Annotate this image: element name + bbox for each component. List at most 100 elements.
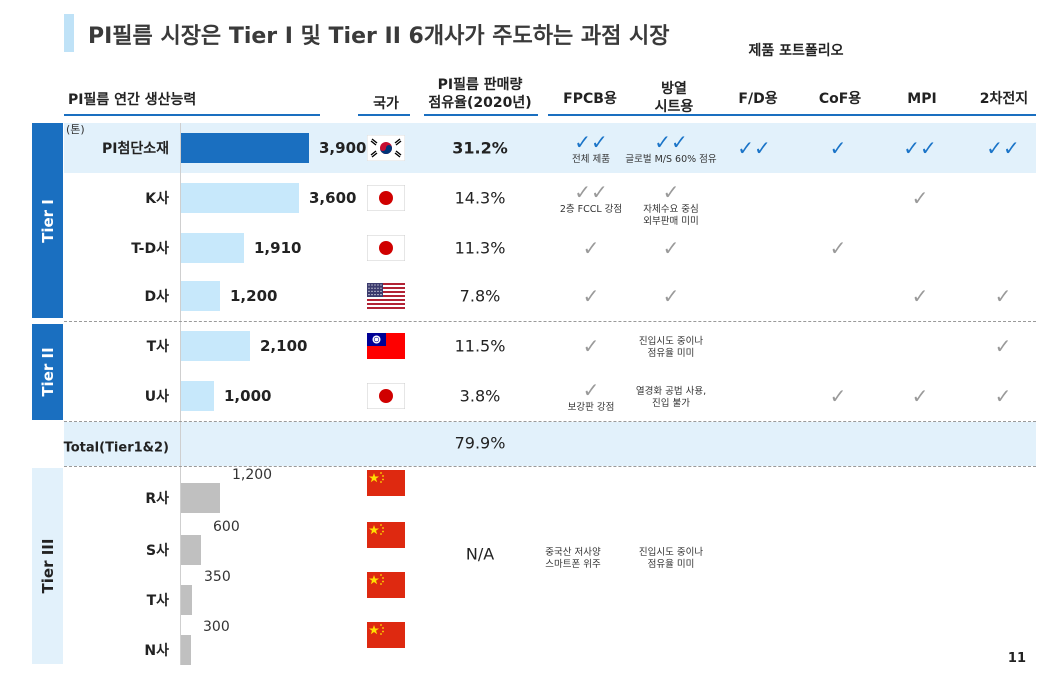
capacity-bar	[181, 331, 250, 361]
company-name: T사	[146, 593, 169, 609]
capacity-value: 2,100	[260, 337, 308, 355]
total-share: 79.9%	[454, 433, 506, 453]
country-flag-usa	[367, 283, 405, 309]
unit-label: (톤)	[66, 123, 85, 136]
tier1-block: Tier I	[32, 123, 63, 318]
company-name: PI첨단소재	[102, 141, 169, 157]
header-share-line2: 점유율(2020년)	[428, 95, 532, 111]
header-share-underline	[424, 114, 538, 116]
check-icon-fpcb: ✓	[582, 236, 600, 260]
tier3-note-heat: 진입시도 중이나 점유율 미미	[638, 547, 704, 570]
tier3-note-fpcb: 중국산 저사양 스마트폰 위주	[545, 547, 601, 570]
capacity-bar	[181, 233, 244, 263]
check-icon-heat: ✓✓	[654, 130, 688, 154]
header-capacity-underline	[64, 114, 320, 116]
capacity-bar	[181, 635, 191, 665]
tier3-block: Tier III	[32, 468, 63, 664]
company-name: T사	[146, 339, 169, 355]
country-flag-china	[367, 572, 405, 598]
capacity-bar	[181, 535, 201, 565]
header-heat-line2: 시트용	[654, 99, 694, 115]
capacity-bar	[181, 585, 192, 615]
market-share: 31.2%	[452, 138, 508, 158]
header-country-underline	[358, 114, 410, 116]
tier3-share: N/A	[465, 544, 495, 564]
check-icon-fpcb: ✓	[582, 284, 600, 308]
page-title: PI필름 시장은 Tier I 및 Tier II 6개사가 주도하는 과점 시…	[88, 24, 670, 49]
check-icon-heat: ✓	[662, 236, 680, 260]
tier2-total-separator	[64, 421, 1036, 422]
header-cof: CoF용	[818, 91, 862, 107]
check-icon-heat: ✓	[662, 180, 680, 204]
check-icon-mpi: ✓	[911, 284, 929, 308]
header-country: 국가	[373, 96, 399, 112]
title-accent-bar	[64, 14, 74, 52]
market-share: 14.3%	[454, 188, 506, 208]
header-portfolio: 제품 포트폴리오	[748, 43, 844, 59]
check-icon-fpcb: ✓✓	[574, 130, 608, 154]
note-fpcb: 전체 제품	[572, 154, 610, 165]
check-icon-cof: ✓	[829, 136, 847, 160]
bar-axis-line	[180, 123, 181, 665]
page-number: 11	[1007, 651, 1026, 666]
market-share: 11.5%	[454, 336, 506, 356]
check-icon-heat: ✓	[662, 284, 680, 308]
header-share-line1: PI필름 판매량	[437, 77, 523, 93]
header-heat: 방열 시트용	[634, 80, 714, 116]
capacity-bar	[181, 183, 299, 213]
check-icon-fd: ✓✓	[737, 136, 771, 160]
check-icon-cof: ✓	[829, 384, 847, 408]
note-heat: 글로벌 M/S 60% 점유	[625, 154, 717, 165]
market-share: 3.8%	[459, 386, 501, 406]
country-flag-china	[367, 522, 405, 548]
check-icon-mpi: ✓	[911, 186, 929, 210]
check-icon-battery: ✓	[994, 384, 1012, 408]
check-icon-fpcb: ✓	[582, 378, 600, 402]
company-name: K사	[145, 191, 169, 207]
header-share: PI필름 판매량 점유율(2020년)	[420, 76, 540, 112]
check-icon-fpcb: ✓✓	[574, 180, 608, 204]
capacity-value: 350	[204, 568, 231, 585]
company-name: R사	[145, 491, 169, 507]
country-flag-taiwan	[367, 333, 405, 359]
capacity-bar	[181, 381, 214, 411]
capacity-value: 1,910	[254, 239, 302, 257]
country-flag-korea	[367, 135, 405, 161]
capacity-value: 300	[203, 618, 230, 635]
header-capacity: PI필름 연간 생산능력	[68, 92, 197, 108]
note-heat: 열경화 공법 사용, 진입 불가	[635, 386, 707, 409]
check-icon-battery: ✓	[994, 334, 1012, 358]
note-heat: 진입시도 중이나 점유율 미미	[638, 336, 704, 359]
header-mpi: MPI	[907, 91, 937, 107]
total-tier3-separator	[64, 466, 1036, 467]
capacity-bar	[181, 281, 220, 311]
header-battery: 2차전지	[979, 91, 1029, 107]
country-flag-china	[367, 470, 405, 496]
market-share: 11.3%	[454, 238, 506, 258]
header-fpcb: FPCB용	[563, 91, 617, 107]
capacity-bar	[181, 483, 220, 513]
company-name: T-D사	[131, 241, 169, 257]
capacity-value: 3,600	[309, 189, 357, 207]
company-name: S사	[146, 543, 169, 559]
check-icon-battery: ✓✓	[986, 136, 1020, 160]
capacity-value: 1,200	[232, 466, 273, 483]
check-icon-cof: ✓	[829, 236, 847, 260]
note-fpcb: 2층 FCCL 강점	[559, 204, 623, 215]
note-fpcb: 보강판 강점	[567, 402, 615, 413]
header-heat-line1: 방열	[661, 81, 687, 97]
capacity-value: 600	[213, 518, 240, 535]
capacity-value: 1,200	[230, 287, 278, 305]
check-icon-mpi: ✓✓	[903, 136, 937, 160]
note-heat: 자체수요 중심 외부판매 미미	[643, 204, 699, 227]
header-portfolio-underline	[548, 114, 1036, 116]
check-icon-mpi: ✓	[911, 384, 929, 408]
tier1-label: Tier I	[38, 198, 57, 243]
country-flag-china	[367, 622, 405, 648]
total-highlight-band	[64, 422, 1036, 466]
tier3-label: Tier III	[38, 538, 57, 594]
company-name: N사	[144, 643, 169, 659]
tier2-block: Tier II	[32, 324, 63, 420]
tier1-tier2-separator	[64, 321, 1036, 322]
total-label: Total(Tier1&2)	[63, 440, 169, 456]
